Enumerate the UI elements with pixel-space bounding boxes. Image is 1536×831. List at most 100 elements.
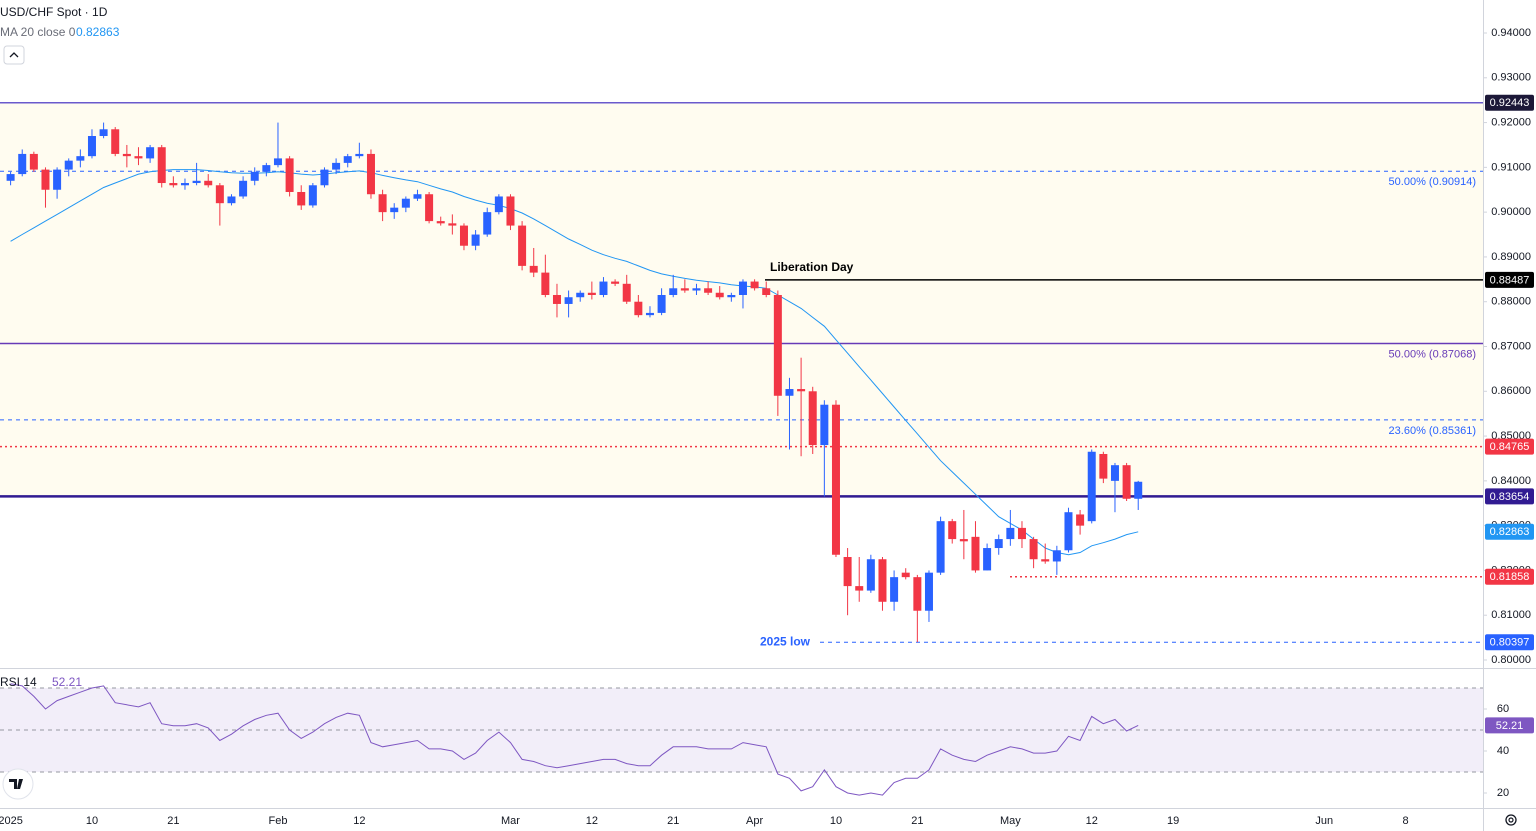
y-tick-label: 0.94000 — [1491, 27, 1531, 39]
collapse-button-box[interactable] — [3, 45, 25, 65]
candle-body — [273, 158, 282, 166]
candle-body — [1017, 527, 1026, 540]
candle-body — [401, 198, 410, 208]
candle-body — [901, 572, 910, 578]
x-tick-label: 12 — [586, 815, 598, 827]
candle-body — [146, 147, 155, 159]
candle-body — [750, 281, 759, 289]
x-tick-label: 2025 — [0, 815, 23, 827]
x-tick-label: 10 — [830, 815, 842, 827]
x-tick-label: Apr — [746, 815, 763, 827]
ma-legend-name: MA 20 close 0 — [0, 25, 76, 39]
candle-body — [1041, 559, 1050, 562]
candle-body — [843, 556, 852, 587]
candle-body — [762, 288, 771, 295]
logo — [2, 768, 34, 800]
candle-body — [332, 162, 341, 170]
candle-body — [285, 158, 294, 192]
candle-body — [797, 389, 806, 392]
candle-body — [599, 281, 608, 295]
candle-body — [99, 129, 108, 137]
candle-body — [645, 312, 654, 316]
candle-body — [355, 153, 364, 157]
overlay-layer: 2025 10 21 Feb 12 Mar 12 21 Apr 10 21 May 12 19 Jun 8 0.… — [0, 94, 1534, 827]
level-annotation: Liberation Day — [770, 260, 854, 274]
candle-body — [983, 548, 992, 571]
price-tag-label: 0.80397 — [1490, 637, 1530, 649]
candle-body — [831, 404, 840, 555]
settings-gear[interactable] — [1505, 814, 1517, 826]
x-tick-label: 12 — [353, 815, 365, 827]
y-tick-label: 60 — [1497, 703, 1509, 715]
candle-body — [727, 294, 736, 298]
price-tag — [1485, 94, 1534, 111]
y-tick-label: 0.88000 — [1491, 296, 1531, 308]
candle-body — [192, 180, 201, 184]
candle-body — [87, 136, 96, 157]
x-tick-label: May — [1000, 815, 1021, 827]
candle-body — [227, 196, 236, 204]
y-tick-label: 20 — [1497, 787, 1509, 799]
x-tick-label: 19 — [1167, 815, 1179, 827]
background-layer: 0.800000.810000.820000.830000.840000.850… — [0, 27, 1531, 799]
x-tick-label: 12 — [1086, 815, 1098, 827]
y-tick-label: 0.86000 — [1491, 385, 1531, 397]
moving-average-line — [10, 169, 1139, 556]
candle-body — [262, 165, 271, 172]
y-tick-label: 0.80000 — [1491, 654, 1531, 666]
y-tick-label: 0.90000 — [1491, 206, 1531, 218]
candle-body — [738, 281, 747, 295]
candle-body — [564, 297, 573, 304]
rsi-legend-name: RSI 14 — [0, 675, 37, 689]
candle-body — [436, 221, 445, 224]
candle-body — [1029, 539, 1038, 560]
price-tag — [1485, 271, 1534, 288]
candle-body — [1134, 481, 1143, 499]
y-tick-label: 0.92000 — [1491, 116, 1531, 128]
candle-body — [785, 389, 794, 396]
candle-body — [971, 536, 980, 571]
candle-body — [18, 153, 27, 175]
rsi-line — [10, 683, 1139, 796]
candle-body — [250, 171, 259, 181]
x-tick-label: Jun — [1315, 815, 1333, 827]
price-tag-label: 0.92443 — [1490, 97, 1530, 109]
candle-body — [6, 174, 15, 181]
price-tag-label: 0.81858 — [1490, 571, 1530, 583]
collapse-button[interactable] — [3, 45, 25, 65]
x-tick-label: 8 — [1403, 815, 1409, 827]
settings-gear-center[interactable] — [1508, 817, 1514, 823]
ma-legend-value: 0.82863 — [76, 25, 120, 39]
candle-body — [913, 577, 922, 611]
y-tick-label: 0.81000 — [1491, 609, 1531, 621]
candle-body — [529, 265, 538, 273]
candle-body — [483, 212, 492, 235]
candle-body — [494, 196, 503, 213]
main-layer — [6, 122, 1143, 796]
candle-body — [634, 301, 643, 316]
candle-body — [1110, 465, 1119, 481]
price-tag — [1485, 438, 1534, 455]
candle-body — [1087, 451, 1096, 522]
x-tick-label: Mar — [501, 815, 520, 827]
candle-body — [1052, 550, 1061, 562]
candle-body — [936, 521, 945, 573]
candle-body — [611, 281, 620, 284]
candle-body — [715, 292, 724, 298]
collapse-chevron[interactable] — [9, 52, 19, 58]
candle-body — [134, 156, 143, 159]
candle-body — [366, 153, 375, 195]
x-tick-label: 21 — [167, 815, 179, 827]
chart-title: USD/CHF Spot · 1D — [0, 5, 108, 19]
y-tick-label: 0.93000 — [1491, 72, 1531, 84]
settings-button[interactable] — [1505, 814, 1517, 826]
candle-body — [994, 539, 1003, 549]
price-tag — [1485, 568, 1534, 585]
y-tick-label: 0.91000 — [1491, 161, 1531, 173]
candle-body — [1099, 453, 1108, 479]
candle-body — [518, 225, 527, 266]
candle-body — [808, 391, 817, 446]
candle-body — [169, 183, 178, 186]
level-annotation: 50.00% (0.90914) — [1389, 176, 1476, 188]
